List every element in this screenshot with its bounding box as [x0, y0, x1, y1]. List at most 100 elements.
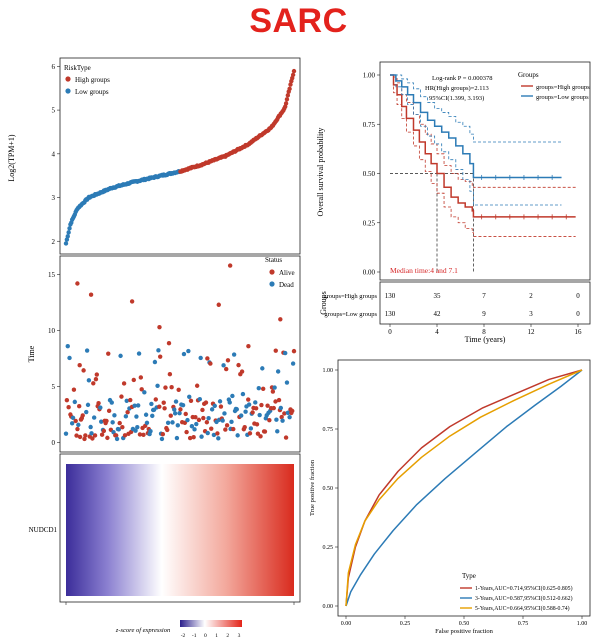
status-point-dead — [248, 426, 254, 431]
status-point-dead — [256, 385, 261, 391]
km-x-tick-label: 0 — [388, 328, 392, 336]
status-point-dead — [206, 416, 211, 421]
risk-y-ticks: 2 3 4 5 6 — [52, 63, 60, 246]
km-y-tick-label: 0.00 — [363, 269, 376, 277]
status-point-alive — [113, 433, 119, 438]
status-point-dead — [136, 351, 142, 356]
roc-curves — [345, 369, 583, 607]
status-point-alive — [166, 341, 172, 346]
status-point-dead — [72, 399, 78, 405]
status-point-alive — [104, 418, 109, 424]
status-point-alive — [120, 424, 125, 430]
status-point-alive — [193, 414, 198, 420]
status-point-dead — [175, 423, 180, 428]
status-point-alive — [178, 407, 183, 412]
status-point-alive — [224, 366, 229, 372]
status-point-dead — [229, 419, 234, 425]
legend-low-key — [65, 88, 71, 94]
risk-table-cell: 130 — [385, 310, 396, 318]
status-point-alive — [106, 351, 111, 356]
status-point-dead — [187, 394, 192, 399]
status-point-dead — [165, 420, 171, 425]
legend-dead-key — [269, 281, 275, 287]
status-point-dead — [257, 412, 262, 418]
status-point-alive — [276, 397, 282, 403]
heatmap-row-label: NUDCD1 — [29, 526, 58, 534]
status-point-alive — [94, 372, 100, 377]
status-point-alive — [139, 387, 144, 392]
status-point-dead — [123, 414, 129, 419]
status-point-dead — [227, 400, 232, 405]
status-point-dead — [238, 413, 244, 418]
status-point-alive — [215, 431, 220, 436]
status-point-alive — [122, 433, 128, 438]
status-point-dead — [221, 363, 226, 368]
status-point-dead — [116, 427, 122, 432]
status-point-alive — [138, 375, 144, 380]
status-point-alive — [167, 371, 173, 377]
status-point-dead — [149, 401, 154, 407]
status-point-dead — [198, 355, 203, 361]
status-point-dead — [99, 419, 104, 424]
status-point-alive — [246, 397, 251, 402]
status-point-dead — [186, 348, 191, 354]
status-point-alive — [91, 381, 96, 386]
status-point-alive — [165, 427, 170, 433]
status-point-alive — [260, 386, 266, 392]
status-point-dead — [280, 418, 285, 423]
status-point-alive — [267, 417, 272, 423]
km-x-label: Time (years) — [465, 335, 506, 344]
heatmap-row-nudcd1 — [66, 464, 294, 596]
figure-title: SARC — [249, 2, 348, 40]
km-annotation-hr: HR(High groups)=2.113 — [425, 85, 489, 92]
status-point-dead — [216, 436, 221, 441]
km-x-tick-label: 8 — [482, 328, 486, 336]
status-point-dead — [152, 359, 158, 365]
status-point-alive — [259, 402, 264, 408]
status-point-alive — [101, 428, 107, 434]
risk-point-high — [283, 101, 289, 106]
km-legend-low: groups=Low groups — [536, 94, 589, 101]
status-point-dead — [150, 413, 155, 419]
risk-table-cell: 130 — [385, 292, 396, 300]
risk-panel: 2 3 4 5 6 Log2(TPM+1) RiskType High groups L… — [7, 57, 301, 255]
status-point-alive — [66, 405, 71, 410]
risk-point-high — [287, 86, 292, 92]
status-point-dead — [124, 398, 129, 404]
risk-point-high — [291, 68, 297, 74]
risk-y-tick-label: 6 — [52, 63, 56, 71]
heatmap-frame — [59, 453, 301, 603]
status-point-alive — [183, 411, 188, 417]
status-point-alive — [153, 397, 158, 402]
status-point-alive — [93, 377, 99, 382]
status-point-alive — [225, 358, 231, 363]
status-point-alive — [75, 426, 80, 432]
status-point-dead — [231, 352, 237, 357]
roc-x-tick-label: 0.75 — [518, 621, 529, 627]
status-point-dead — [246, 402, 252, 407]
status-point-dead — [148, 429, 153, 434]
status-point-dead — [133, 428, 138, 433]
risk-table-x-ticks: 0 4 8 12 16 — [388, 324, 582, 336]
status-point-alive — [239, 369, 245, 374]
status-point-dead — [174, 435, 180, 441]
status-point-dead — [212, 403, 217, 409]
risk-point-low — [67, 226, 72, 231]
colorbar — [180, 620, 242, 627]
status-y-tick-label: 10 — [48, 327, 56, 335]
risk-points — [63, 68, 297, 246]
status-point-alive — [278, 317, 283, 322]
status-point-alive — [88, 292, 94, 297]
km-legend-title: Groups — [518, 71, 539, 79]
km-y-tick-label: 1.00 — [363, 72, 376, 80]
status-point-dead — [274, 417, 279, 422]
status-point-alive — [250, 410, 255, 415]
status-point-alive — [227, 263, 233, 268]
risk-point-low — [65, 234, 70, 239]
status-point-dead — [217, 399, 223, 404]
status-point-alive — [168, 413, 173, 418]
status-point-dead — [282, 350, 288, 356]
status-point-dead — [275, 369, 281, 374]
roc-legend-3y: 3-Years,AUC=0.587,95%CI(0.512-0.662) — [475, 595, 573, 602]
roc-curve-3y — [345, 369, 583, 607]
